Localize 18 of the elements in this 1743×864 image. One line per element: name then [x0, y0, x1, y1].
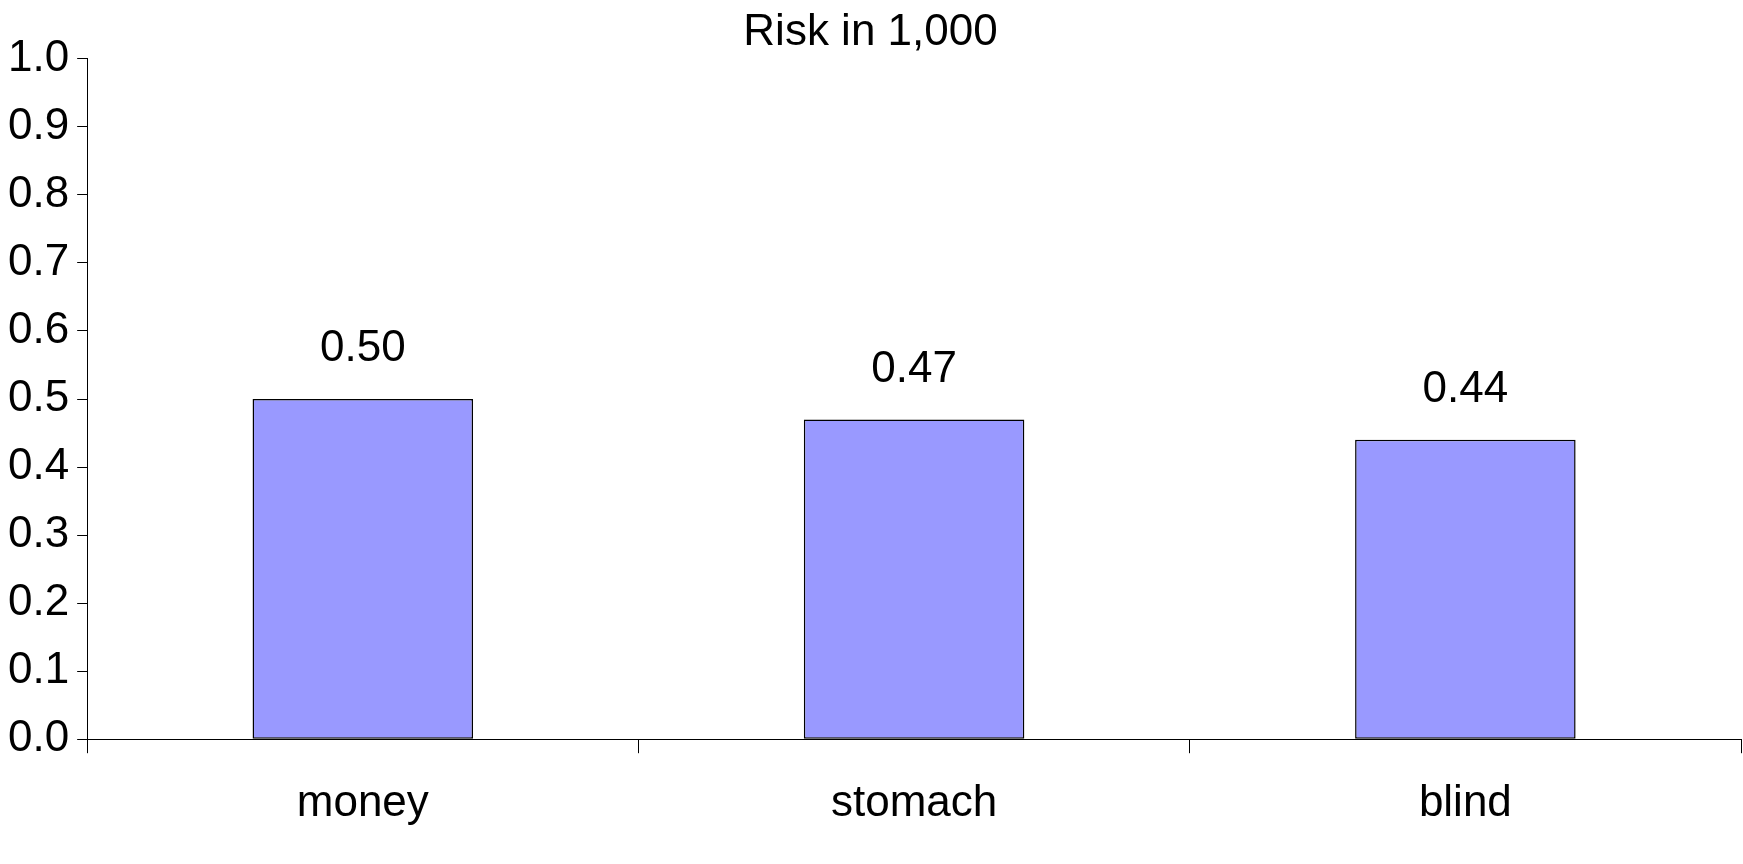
x-tick-label: money: [296, 775, 429, 825]
y-tick-label: 1.0: [7, 30, 70, 80]
data-label: 0.50: [319, 321, 406, 371]
y-tick-label: 0.8: [7, 167, 70, 217]
y-tick-label: 0.0: [7, 711, 70, 761]
y-tick-label: 0.6: [7, 303, 70, 353]
y-tick-label: 0.7: [7, 235, 70, 285]
data-label: 0.47: [871, 341, 957, 391]
chart-title: Risk in 1,000: [743, 4, 998, 54]
y-tick-label: 0.1: [7, 643, 70, 693]
y-tick-label: 0.5: [7, 371, 70, 421]
y-tick-label: 0.9: [7, 98, 70, 148]
data-label: 0.44: [1422, 361, 1509, 411]
y-tick-label: 0.4: [7, 439, 70, 489]
y-tick-label: 0.3: [7, 507, 70, 557]
y-tick-label: 0.2: [7, 575, 70, 625]
x-tick-label: blind: [1418, 775, 1512, 825]
x-tick-label: stomach: [830, 775, 998, 825]
